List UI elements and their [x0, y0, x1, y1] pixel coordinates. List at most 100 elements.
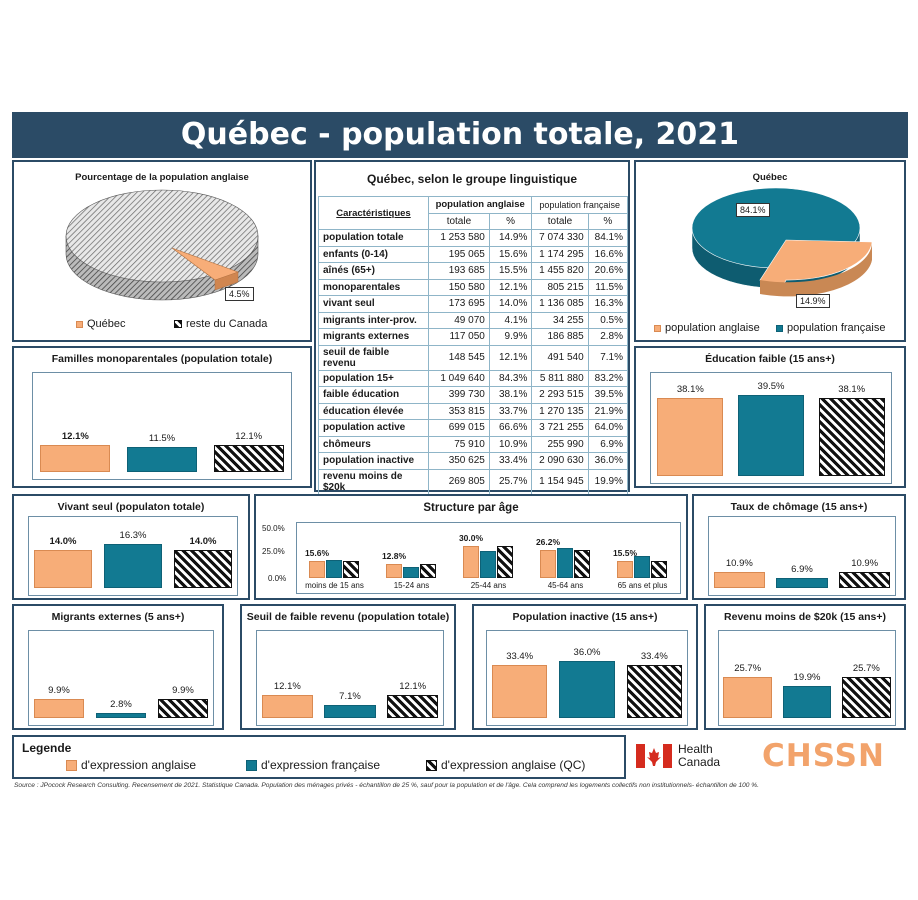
pie2-value-french: 84.1%: [736, 203, 770, 217]
header-pct: %: [587, 212, 629, 230]
table-cell-value: 353 815: [428, 402, 490, 420]
legend-swatch: [66, 759, 77, 771]
mono-data-label: 12.1%: [61, 431, 89, 443]
edu-bar: [737, 395, 805, 476]
seuil-title: Seuil de faible revenu (population total…: [246, 611, 450, 623]
legend-box: Legende d'expression anglaise d'expressi…: [12, 735, 626, 779]
age-bar: [420, 564, 436, 578]
age-tick-50: 50.0%: [262, 524, 285, 533]
seul-data-label: 16.3%: [119, 529, 147, 541]
pie2-chart: [691, 187, 873, 297]
legend-swatch: [426, 759, 437, 771]
rev-data-label: 19.9%: [793, 672, 821, 684]
health-canada-logo: Health Canada: [636, 742, 746, 772]
header-english: population anglaise: [427, 196, 533, 214]
edu-data-label: 39.5%: [757, 381, 785, 393]
table-cell-value: 193 685: [428, 262, 490, 280]
table-cell-value: 0.5%: [587, 311, 629, 329]
edu-data-label: 38.1%: [838, 384, 866, 396]
legend-swatch: [654, 324, 661, 332]
table-cell-value: 9.9%: [488, 328, 533, 346]
pie-panel-quebec: Québec 84.1% 14.9% population anglaise p…: [634, 160, 906, 342]
table-cell-value: 14.0%: [488, 295, 533, 313]
legend-title: Legende: [22, 741, 72, 755]
edu-title: Éducation faible (15 ans+): [705, 353, 835, 365]
table-cell-value: 150 580: [428, 278, 490, 296]
table-cell-value: 75 910: [428, 435, 490, 453]
table-cell-label: population 15+: [318, 369, 429, 387]
migr-bar: [33, 699, 85, 718]
rev-bar: [842, 677, 891, 718]
table-cell-value: 12.1%: [488, 278, 533, 296]
header-total: totale: [531, 212, 589, 230]
table-cell-value: 2 293 515: [531, 386, 589, 404]
age-data-label: 15.5%: [612, 548, 638, 559]
table-cell-value: 6.9%: [587, 435, 629, 453]
chom-data-label: 6.9%: [791, 563, 813, 575]
table-cell-value: 34 255: [531, 311, 589, 329]
pie2-value-english: 14.9%: [796, 294, 830, 308]
table-cell-value: 33.7%: [488, 402, 533, 420]
rev-bar: [723, 677, 772, 718]
seuil-data-label: 12.1%: [273, 681, 301, 692]
table-cell-value: 173 695: [428, 295, 490, 313]
age-category-label: 45-64 ans: [547, 581, 584, 590]
table-cell-value: 195 065: [428, 245, 490, 263]
table-cell-value: 15.6%: [488, 245, 533, 263]
mono-title: Familles monoparentales (population tota…: [51, 353, 273, 365]
age-bar: [634, 555, 650, 578]
edu-panel: Éducation faible (15 ans+) 38.1% 39.5% 38.1…: [634, 346, 906, 488]
table-row: faible éducation 399 730 38.1% 2 293 515 39.…: [318, 386, 629, 404]
table-row: population totale 1 253 580 14.9% 7 074 330…: [318, 229, 629, 247]
inact-bar: [559, 661, 615, 718]
table-cell-value: 148 545: [428, 344, 490, 371]
header-characteristics: Caractéristiques: [318, 196, 429, 230]
seuil-bar: [324, 704, 376, 718]
table-cell-value: 699 015: [428, 419, 490, 437]
pie1-slice-quebec-side: [214, 271, 239, 291]
canada-flag-icon: [636, 744, 672, 768]
chom-bar: [838, 571, 891, 588]
mono-bar: [40, 445, 111, 472]
rev-title: Revenu moins de $20k (15 ans+): [724, 611, 886, 623]
pie2-title: Québec: [752, 172, 788, 183]
table-cell-value: 1 136 085: [531, 295, 589, 313]
table-cell-value: 350 625: [428, 452, 490, 470]
chom-bar: [776, 577, 828, 588]
seul-bar: [104, 543, 162, 588]
inact-panel: Population inactive (15 ans+) 33.4% 36.0% 3…: [472, 604, 698, 730]
age-title: Structure par âge: [423, 502, 519, 514]
legend-swatch: [776, 324, 783, 332]
legend-swatch: [174, 320, 182, 328]
health-canada-text-2: Canada: [678, 755, 721, 769]
seuil-data-label: 12.1%: [399, 681, 427, 692]
age-bar: [557, 548, 573, 578]
table-cell-label: migrants externes: [318, 328, 429, 346]
source-note: Source : JPocock Research Consulting. Re…: [14, 782, 759, 789]
table-cell-label: chômeurs: [318, 435, 429, 453]
table-cell-value: 12.1%: [488, 344, 533, 371]
health-canada-text-1: Health: [678, 742, 713, 756]
table-row: chômeurs 75 910 10.9% 255 990 6.9%: [318, 435, 629, 453]
chom-data-label: 10.9%: [725, 557, 753, 569]
table-row: migrants externes 117 050 9.9% 186 885 2.8%: [318, 328, 629, 346]
table-cell-value: 805 215: [531, 278, 589, 296]
table-cell-value: 84.3%: [488, 369, 533, 387]
table-cell-value: 16.3%: [587, 295, 629, 313]
age-bar: [326, 560, 342, 578]
migr-panel: Migrants externes (5 ans+) 9.9% 2.8% 9.9%: [12, 604, 224, 730]
seuil-bar: [261, 695, 313, 718]
mono-bar: [127, 446, 197, 472]
migr-data-label: 9.9%: [172, 685, 194, 697]
age-bar: [617, 561, 633, 578]
mono-data-label: 12.1%: [235, 431, 263, 443]
pie2-slice-english-side: [760, 242, 873, 297]
table-row: population active 699 015 66.6% 3 721 255 64…: [318, 419, 629, 437]
seuil-panel: Seuil de faible revenu (population total…: [240, 604, 456, 730]
header-total: totale: [428, 212, 490, 230]
age-data-label: 12.8%: [381, 551, 407, 562]
chom-panel: Taux de chômage (15 ans+) 10.9% 6.9% 10.9%: [692, 494, 906, 600]
data-table: Caractéristiques population anglaise pop…: [318, 196, 629, 511]
table-cell-value: 117 050: [428, 328, 490, 346]
legend-english: d'expression anglaise: [66, 758, 196, 772]
